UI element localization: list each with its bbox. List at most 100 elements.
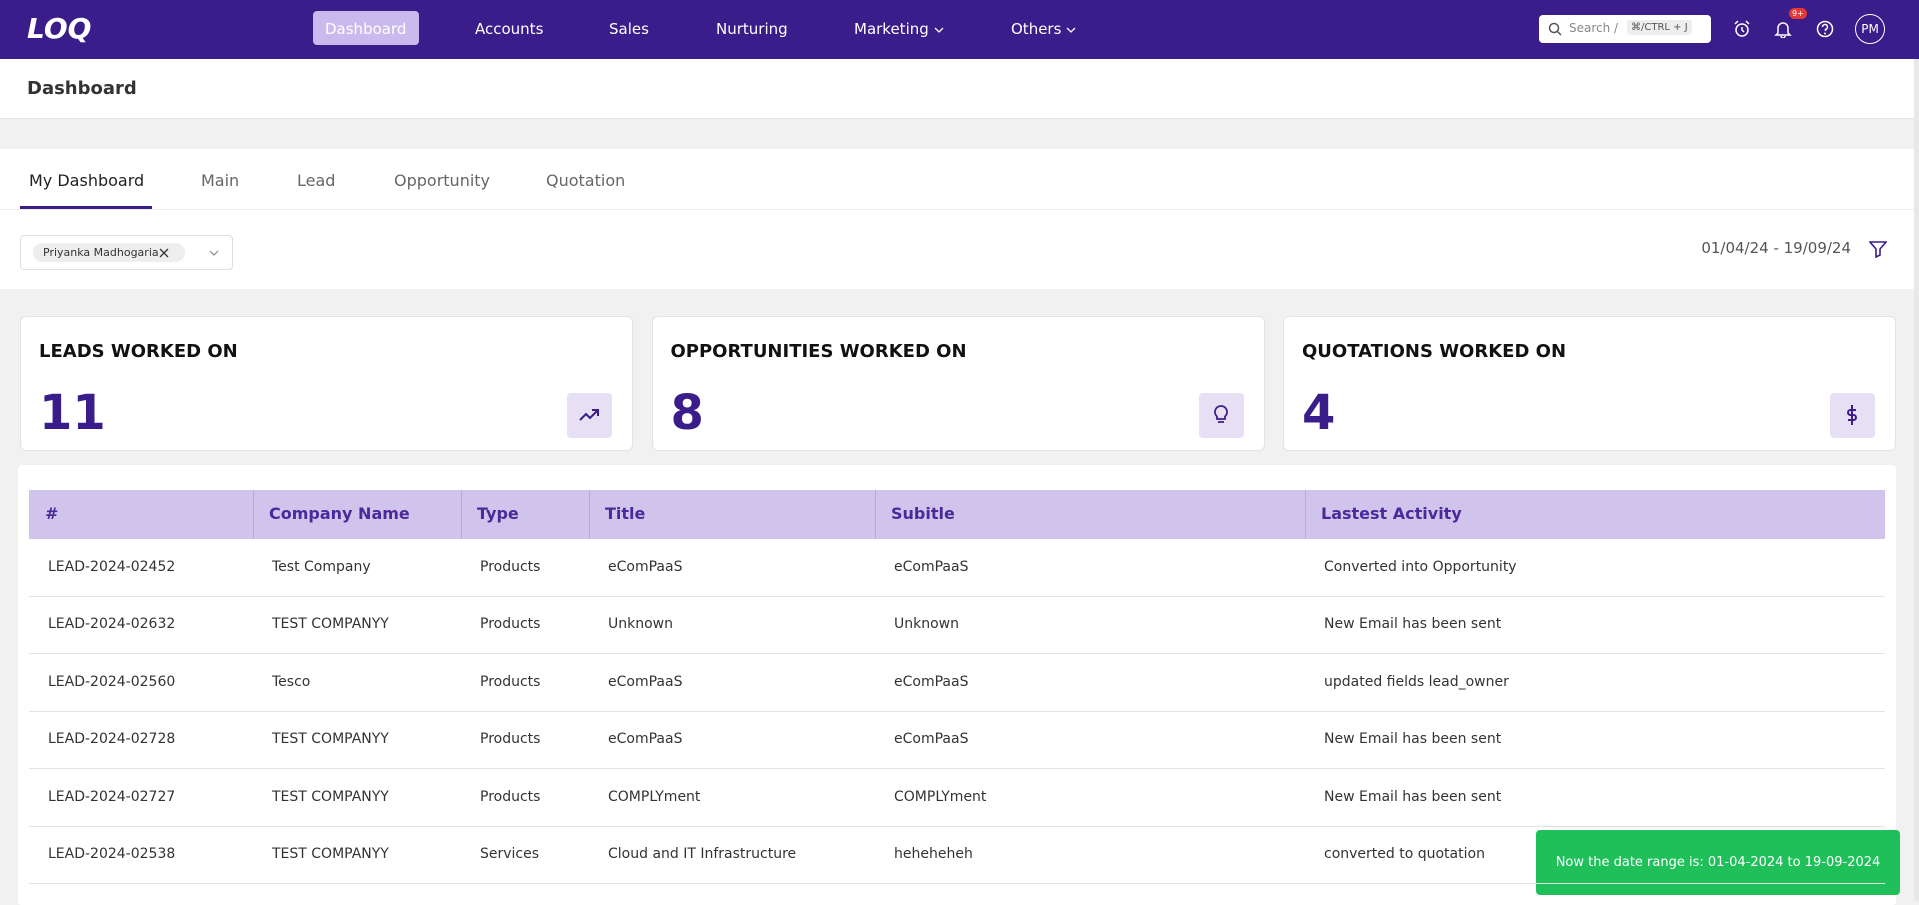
- table-cell: Unknown: [608, 616, 673, 633]
- search-box[interactable]: Search / ⌘/CTRL + J: [1539, 15, 1711, 43]
- nav-active-bg: [313, 11, 419, 45]
- table-cell: eComPaaS: [608, 673, 683, 690]
- table-cell: Products: [480, 559, 541, 575]
- card-value: 11: [39, 385, 106, 441]
- header-divider: [589, 490, 590, 539]
- bell-icon[interactable]: [1774, 20, 1792, 38]
- table-row[interactable]: [29, 826, 1885, 884]
- table-row[interactable]: [29, 769, 1885, 827]
- tab[interactable]: Opportunity: [394, 171, 491, 190]
- tabs-panel: [0, 149, 1914, 289]
- table-cell: COMPLYment: [608, 788, 701, 805]
- table-cell: Test Company: [272, 559, 371, 575]
- chevron: [209, 250, 219, 256]
- table-cell: eComPaaS: [894, 559, 969, 575]
- table-cell: LEAD-2024-02538: [48, 846, 176, 862]
- table-cell: LEAD-2024-02632: [48, 616, 176, 633]
- table-header-cell: Company Name: [269, 504, 410, 523]
- table-cell: TEST COMPANYY: [272, 616, 389, 633]
- table-cell: LEAD-2024-02452: [48, 559, 176, 575]
- table-cell: converted to quotation: [1324, 846, 1485, 862]
- table-header-cell: Lastest Activity: [1321, 504, 1462, 523]
- table-header-cell: Title: [605, 504, 646, 523]
- table-cell: COMPLYment: [894, 788, 987, 805]
- owner-select[interactable]: Priyanka Madhogaria: [20, 235, 233, 270]
- table-cell: TEST COMPANYY: [272, 846, 389, 862]
- table-row[interactable]: [29, 596, 1885, 655]
- navbar: LOQ Search / ⌘/CTRL + J 9+ PM Dashboard A…: [0, 0, 1919, 59]
- stat-card: QUOTATIONS WORKED ON 4: [1283, 316, 1896, 451]
- stat-card: LEADS WORKED ON 11: [20, 316, 633, 451]
- table-cell: LEAD-2024-02727: [48, 788, 176, 805]
- tab[interactable]: Quotation: [546, 171, 626, 190]
- page-header: Dashboard: [0, 59, 1914, 119]
- table-cell: TEST COMPANYY: [272, 731, 389, 748]
- nav-item[interactable]: Accounts: [475, 20, 544, 38]
- table-row[interactable]: [29, 654, 1885, 712]
- table-cell: LEAD-2024-02728: [48, 731, 176, 748]
- card-title: LEADS WORKED ON: [39, 341, 238, 362]
- table-header-cell: Subitle: [891, 504, 955, 523]
- nav-chevron: [934, 27, 944, 33]
- table-row[interactable]: [29, 539, 1885, 597]
- help-icon[interactable]: [1816, 20, 1834, 38]
- table-cell: New Email has been sent: [1324, 788, 1502, 805]
- table-cell: updated fields lead_owner: [1324, 673, 1509, 690]
- table-cell: Services: [480, 846, 540, 862]
- filter-icon[interactable]: [1869, 240, 1887, 258]
- logo[interactable]: LOQ: [27, 12, 92, 45]
- card-icon-glyph: [1847, 405, 1857, 425]
- tabs-divider: [0, 209, 1914, 210]
- search-placeholder: Search /: [1569, 21, 1619, 35]
- search-icon: [1548, 22, 1562, 36]
- card-value: 8: [670, 385, 704, 441]
- tab[interactable]: My Dashboard: [29, 171, 145, 190]
- page-title: Dashboard: [27, 78, 137, 99]
- stat-card: OPPORTUNITIES WORKED ON 8: [651, 316, 1265, 451]
- table-cell: Cloud and IT Infrastructure: [608, 846, 797, 862]
- table-cell: eComPaaS: [608, 731, 683, 748]
- header-divider: [1305, 490, 1306, 539]
- table-cell: Tesco: [272, 673, 311, 690]
- nav-item[interactable]: Dashboard: [325, 20, 407, 38]
- tab-underline: [20, 206, 152, 209]
- card-icon: [567, 393, 612, 438]
- table-header-cell: #: [45, 504, 59, 523]
- date-range: 01/04/24 - 19/09/24: [1701, 239, 1851, 257]
- toast: Now the date range is: 01-04-2024 to 19-…: [1536, 830, 1900, 895]
- card-value: 4: [1302, 385, 1336, 441]
- nav-item[interactable]: Sales: [609, 20, 649, 38]
- table-cell: heheheheh: [894, 846, 973, 862]
- tab[interactable]: Lead: [297, 171, 336, 190]
- avatar[interactable]: PM: [1855, 14, 1885, 44]
- card-icon-glyph: [1213, 405, 1228, 423]
- search-shortcut: ⌘/CTRL + J: [1627, 20, 1692, 35]
- nav-item[interactable]: Nurturing: [716, 20, 788, 38]
- table-cell: New Email has been sent: [1324, 616, 1502, 633]
- table-cell: Converted into Opportunity: [1324, 559, 1517, 575]
- table-cell: eComPaaS: [894, 673, 969, 690]
- table-cell: Products: [480, 731, 541, 748]
- nav-item[interactable]: Others: [1011, 20, 1076, 38]
- tab[interactable]: Main: [201, 171, 240, 190]
- table-cell: Unknown: [894, 616, 959, 633]
- owner-chip: Priyanka Madhogaria: [33, 243, 185, 262]
- scrollbar: [1914, 59, 1919, 901]
- card-icon: [1198, 393, 1244, 438]
- nav-item[interactable]: Marketing: [854, 20, 944, 38]
- card-icon-glyph: [579, 409, 599, 421]
- notification-badge: 9+: [1789, 8, 1807, 19]
- header-divider: [253, 490, 254, 539]
- card-icon: [1830, 393, 1875, 438]
- chip-remove[interactable]: [159, 248, 169, 258]
- alarm-icon[interactable]: [1733, 20, 1751, 38]
- table-cell: eComPaaS: [608, 559, 683, 575]
- table-cell: Products: [480, 788, 541, 805]
- table-cell: LEAD-2024-02560: [48, 673, 176, 690]
- table-cell: TEST COMPANYY: [272, 788, 389, 805]
- table-cell: New Email has been sent: [1324, 731, 1502, 748]
- table-row[interactable]: [29, 711, 1885, 770]
- table-header-cell: Type: [477, 504, 519, 523]
- table-cell: Products: [480, 616, 541, 633]
- nav-chevron: [1066, 27, 1076, 33]
